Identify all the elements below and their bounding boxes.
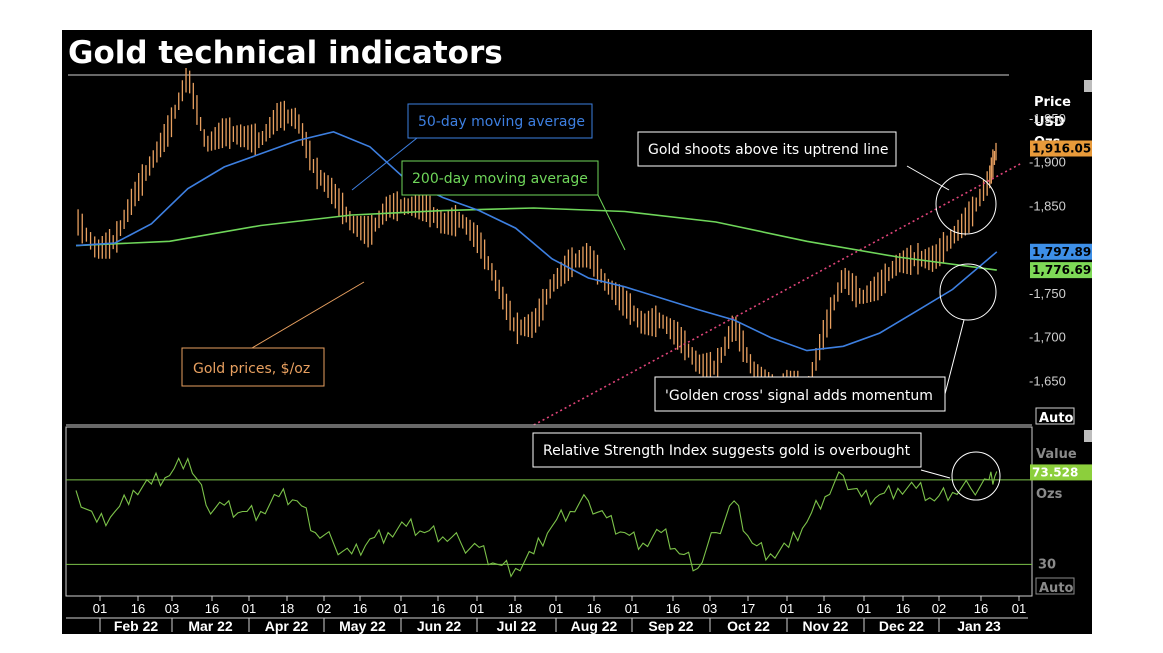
uptrend-callout-text: Gold shoots above its uptrend line [648, 142, 888, 158]
x-day-label: 16 [431, 601, 445, 616]
price-ytick-label: -1,900 [1029, 155, 1066, 170]
rsi-last-value-tag-bg [1030, 464, 1092, 481]
ma200-last-value-tag: 1,776.69 [1032, 263, 1091, 277]
x-day-label: 01 [625, 601, 639, 616]
price-ytick-label: -1,700 [1029, 330, 1066, 345]
price-plot [75, 68, 1024, 426]
x-day-label: 16 [131, 601, 145, 616]
lower-auto-label: Auto [1039, 581, 1074, 596]
uptrend-callout-box [637, 131, 897, 167]
value-tags: 1,916.05 1,797.89 1,776.69 73.528 [1030, 140, 1092, 481]
x-month-label: Aug 22 [571, 618, 618, 634]
x-day-label: 16 [974, 601, 988, 616]
ma50-last-value-tag: 1,797.89 [1032, 245, 1091, 259]
x-day-label: 16 [896, 601, 910, 616]
price-last-value-tag-bg [1030, 140, 1092, 157]
upper-panel-icon[interactable] [1084, 80, 1092, 92]
ma200-callout-text: 200-day moving average [412, 171, 588, 187]
lower-auto-button[interactable] [1035, 577, 1075, 595]
price-callout-leader [251, 281, 365, 349]
chart-title: Gold technical indicators [68, 35, 503, 71]
x-day-label: 03 [165, 601, 179, 616]
x-month-label: May 22 [339, 618, 386, 634]
ma200-callout-box [401, 160, 599, 196]
x-day-label: 16 [205, 601, 219, 616]
upper-auto-button[interactable] [1035, 407, 1075, 425]
upper-auto-label: Auto [1039, 411, 1074, 426]
price-ytick-label: -1,850 [1029, 198, 1066, 213]
ma200-callout-leader [597, 194, 626, 251]
x-day-label: 01 [470, 601, 484, 616]
x-day-label: 16 [817, 601, 831, 616]
x-day-label: 16 [587, 601, 601, 616]
price-ytick-label: -1,950 [1029, 111, 1066, 126]
rsi-axis-header-1: Value [1036, 447, 1077, 462]
x-month-label: Jul 22 [497, 618, 537, 634]
x-day-label: 01 [857, 601, 871, 616]
uptrend-callout-leader [906, 165, 950, 191]
golden-cross-callout-text: 'Golden cross' signal adds momentum [665, 388, 933, 404]
upper-y-axis: -1,650 -1,700 -1,750 -1,850 -1,900 -1,950 [1029, 111, 1066, 389]
chart-canvas: Gold technical indicators Price USD Ozs … [65, 35, 1092, 634]
rsi-plot [66, 456, 1032, 578]
x-month-label: Feb 22 [114, 618, 159, 634]
x-month-label: Sep 22 [648, 618, 693, 634]
rsi-y-axis: 30 [1038, 557, 1056, 572]
x-day-label: 16 [666, 601, 680, 616]
rsi-axis-header-2: Ozs [1036, 487, 1063, 502]
x-day-label: 17 [741, 601, 755, 616]
rsi-callout-text: Relative Strength Index suggests gold is… [543, 443, 911, 459]
rsi-highlight-circle [951, 451, 1001, 501]
x-axis: 01 16 03 16 01 18 02 16 01 16 01 18 01 16 01 16 03 17 01 16… [66, 595, 1028, 634]
lower-panel-icon[interactable] [1084, 430, 1092, 442]
ma50-callout-leader [351, 137, 418, 191]
golden-cross-highlight-circle [939, 263, 997, 321]
golden-cross-callout-box [654, 376, 946, 412]
price-last-value-tag: 1,916.05 [1032, 142, 1091, 156]
rsi-callout-box [532, 432, 922, 468]
x-day-label: 01 [1012, 601, 1026, 616]
ma50-line [75, 131, 998, 352]
rsi-ytick-label: 30 [1038, 557, 1056, 572]
rsi-last-value-tag: 73.528 [1032, 465, 1078, 479]
x-day-label: 01 [780, 601, 794, 616]
x-month-label: Dec 22 [879, 618, 924, 634]
x-day-label: 01 [549, 601, 563, 616]
x-day-label: 18 [508, 601, 522, 616]
price-ytick-label: -1,650 [1029, 373, 1066, 388]
uptrend-highlight-circle [935, 173, 997, 235]
ma50-last-value-tag-bg [1030, 243, 1092, 260]
x-month-label: Mar 22 [188, 618, 233, 634]
price-axis-header-2: USD [1034, 115, 1065, 130]
rsi-line [75, 456, 998, 578]
price-callout-box [181, 347, 325, 387]
ma200-line [75, 207, 997, 271]
golden-cross-callout-leader [944, 319, 965, 395]
price-axis-header-1: Price [1034, 95, 1071, 110]
x-day-label: 02 [932, 601, 946, 616]
ma200-last-value-tag-bg [1030, 262, 1092, 279]
x-month-label: Jun 22 [417, 618, 462, 634]
x-day-label: 01 [394, 601, 408, 616]
x-month-label: Nov 22 [803, 618, 849, 634]
ma50-callout-text: 50-day moving average [418, 114, 585, 130]
rsi-callout-leader [920, 469, 951, 479]
x-day-label: 01 [242, 601, 256, 616]
x-month-label: Oct 22 [727, 618, 770, 634]
annotation-layer: 50-day moving average 200-day moving ave… [181, 103, 1001, 501]
price-callout-text: Gold prices, $/oz [193, 361, 310, 377]
x-day-label: 02 [317, 601, 331, 616]
chart-frame: Gold technical indicators Price USD Ozs … [62, 30, 1092, 634]
x-month-label: Jan 23 [957, 618, 1001, 634]
price-ytick-label: -1,750 [1029, 286, 1066, 301]
x-day-label: 03 [703, 601, 717, 616]
ma50-callout-box [407, 103, 593, 139]
x-day-label: 18 [280, 601, 294, 616]
x-month-label: Apr 22 [265, 618, 309, 634]
x-day-label: 01 [93, 601, 107, 616]
x-day-label: 16 [353, 601, 367, 616]
